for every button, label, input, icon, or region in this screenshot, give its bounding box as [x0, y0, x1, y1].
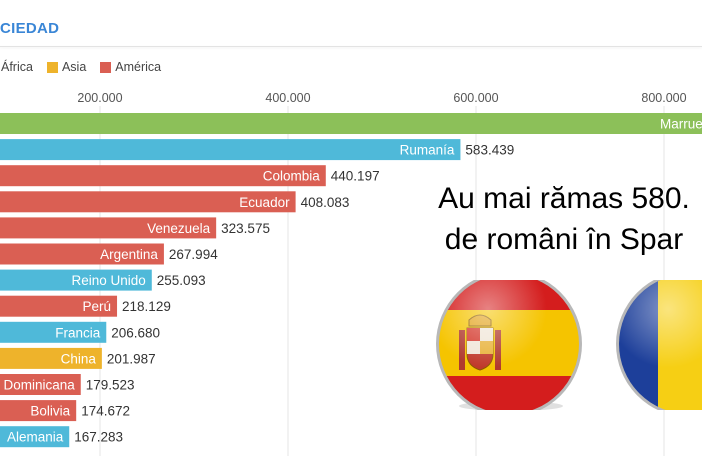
bar-group[interactable]: Francia 206.680	[0, 321, 160, 343]
bar[interactable]	[0, 217, 217, 239]
bar-value-label: 440.197	[331, 169, 380, 184]
bar-value-label: 583.439	[465, 143, 514, 158]
bar[interactable]	[0, 165, 326, 187]
x-tick-label: 400.000	[265, 91, 310, 105]
bar-category-label: Rumanía	[400, 143, 455, 158]
caption-line-2: de români în Spar	[444, 223, 684, 256]
bar[interactable]	[0, 269, 152, 291]
bar-group[interactable]: Argentina 267.994	[0, 243, 218, 265]
bar-value-label: 267.994	[169, 247, 218, 262]
bar[interactable]	[0, 374, 81, 395]
bar[interactable]	[0, 426, 70, 448]
bar-group[interactable]: Alemania 167.283	[0, 426, 123, 448]
bar-group[interactable]: Marrue	[0, 113, 702, 134]
bar-category-label: Perú	[83, 299, 112, 314]
x-axis-ticks: 200.000 400.000 600.000 800.000	[77, 91, 686, 105]
bar-category-label: Reino Unido	[71, 273, 145, 288]
bar-category-label: Dominicana	[3, 378, 75, 393]
bar-group[interactable]: Dominicana 179.523	[0, 374, 135, 395]
bar-group[interactable]: Colombia 440.197	[0, 165, 380, 187]
bar-value-label: 408.083	[301, 195, 350, 210]
spain-flag-button	[436, 280, 582, 410]
page-title: CIEDAD	[0, 20, 60, 37]
x-tick-label: 600.000	[453, 91, 498, 105]
bar[interactable]	[0, 113, 702, 134]
x-tick-label: 800.000	[641, 91, 686, 105]
legend-item-africa[interactable]: África	[0, 60, 33, 74]
bar[interactable]	[0, 191, 296, 213]
bar-category-label: Argentina	[100, 247, 158, 262]
bar-group[interactable]: Bolivia 174.672	[0, 400, 130, 422]
legend-label-america: América	[115, 60, 162, 74]
legend-item-asia[interactable]: Asia	[46, 60, 87, 74]
header-divider	[0, 46, 702, 47]
bars: Marrue Rumanía 583.439 Colombia 440.197 Ecuad…	[0, 113, 702, 448]
legend-label-africa: África	[1, 60, 33, 74]
legend-item-america[interactable]: América	[100, 60, 161, 74]
bar-value-label: 201.987	[107, 351, 156, 366]
bar-category-label: Bolivia	[30, 404, 70, 419]
bar-group[interactable]: Rumanía 583.439	[0, 139, 514, 161]
bar-value-label: 218.129	[122, 299, 171, 314]
bar[interactable]	[0, 139, 461, 161]
bar-group[interactable]: Venezuela 323.575	[0, 217, 270, 239]
bar-group[interactable]: Reino Unido 255.093	[0, 269, 206, 291]
x-tick-label: 200.000	[77, 91, 122, 105]
bar[interactable]	[0, 347, 102, 369]
bar-category-label: Colombia	[263, 169, 321, 184]
bar-category-label: Ecuador	[239, 195, 290, 210]
legend-swatch-america	[100, 61, 112, 73]
bar-group[interactable]: China 201.987	[0, 347, 156, 369]
bar-group[interactable]: Ecuador 408.083	[0, 191, 350, 213]
bar[interactable]	[0, 321, 107, 343]
overlay-caption: Au mai rămas 580. de români în Spar	[384, 178, 702, 260]
bar-category-label: Francia	[55, 325, 101, 340]
bar-value-label: 174.672	[81, 404, 130, 419]
bar-category-label: Marrue	[660, 117, 702, 132]
bar-group[interactable]: Perú 218.129	[0, 295, 171, 317]
bar-category-label: China	[61, 351, 97, 366]
bar-value-label: 167.283	[74, 430, 123, 445]
legend: África Asia América	[0, 60, 175, 74]
bar-category-label: Alemania	[7, 430, 64, 445]
bar-value-label: 179.523	[86, 378, 135, 393]
bar-value-label: 323.575	[221, 221, 270, 236]
bar-category-label: Venezuela	[147, 221, 211, 236]
legend-label-asia: Asia	[61, 60, 87, 74]
caption-line-1: Au mai rămas 580.	[438, 182, 690, 215]
romania-flag-button	[616, 280, 702, 410]
bar[interactable]	[0, 400, 77, 422]
bar-value-label: 206.680	[111, 325, 160, 340]
bar-value-label: 255.093	[157, 273, 206, 288]
legend-swatch-asia	[46, 61, 58, 73]
bar[interactable]	[0, 243, 164, 265]
bar[interactable]	[0, 295, 118, 317]
